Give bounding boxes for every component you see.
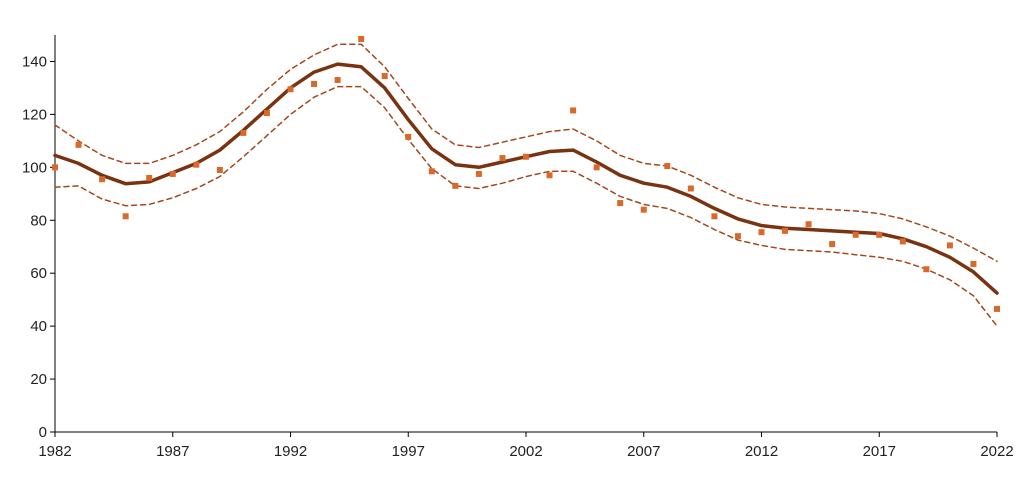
data-point	[664, 163, 671, 170]
data-point	[263, 110, 270, 117]
x-tick-label: 2017	[863, 443, 896, 460]
data-point	[876, 231, 883, 238]
data-point	[570, 107, 577, 114]
data-point	[216, 166, 223, 173]
data-point	[970, 260, 977, 267]
data-point	[452, 182, 459, 189]
data-point	[428, 168, 435, 175]
x-tick-label: 1997	[392, 443, 425, 460]
x-tick-label: 2022	[980, 443, 1013, 460]
data-point	[405, 133, 412, 140]
data-point	[617, 200, 624, 207]
data-point	[711, 213, 718, 220]
x-tick-label: 1992	[274, 443, 307, 460]
data-point	[169, 170, 176, 177]
data-point	[593, 164, 600, 171]
data-point	[546, 172, 553, 179]
data-point	[240, 129, 247, 136]
data-point	[358, 35, 365, 42]
y-ticks: 0 20 40 60 80 100 120 140	[22, 53, 55, 441]
y-tick-label: 80	[30, 212, 47, 229]
x-tick-label: 1987	[156, 443, 189, 460]
y-tick-label: 120	[22, 106, 47, 123]
data-point	[782, 227, 789, 234]
data-point	[523, 153, 529, 160]
y-tick-label: 100	[22, 159, 47, 176]
y-tick-label: 0	[39, 424, 47, 441]
data-point	[899, 238, 906, 245]
data-point	[829, 241, 836, 248]
data-point	[499, 155, 506, 162]
data-point	[334, 76, 341, 83]
y-tick-label: 140	[22, 53, 47, 70]
plot-points	[52, 35, 1000, 312]
data-point	[994, 305, 1000, 312]
x-tick-label: 2007	[627, 443, 660, 460]
x-ticks: 1982 1987 1992 1997 2002 2007 2012 2017 2022	[38, 432, 1014, 460]
data-point	[52, 164, 58, 171]
y-tick-label: 40	[30, 318, 47, 335]
y-tick-label: 60	[30, 265, 47, 282]
data-point	[758, 229, 765, 236]
data-point	[311, 80, 318, 87]
x-tick-label: 1982	[38, 443, 71, 460]
data-point	[75, 141, 82, 148]
trend-line	[53, 62, 999, 295]
data-point	[687, 185, 694, 192]
data-point	[475, 170, 482, 177]
plot-lines	[53, 43, 999, 327]
data-point	[923, 266, 930, 273]
data-point	[946, 242, 953, 249]
data-point	[146, 174, 153, 181]
upper-band-line	[54, 43, 998, 263]
data-point	[381, 73, 388, 80]
data-point	[852, 231, 859, 238]
data-point	[122, 213, 129, 220]
data-point	[287, 86, 294, 93]
data-point	[193, 161, 200, 168]
data-point	[734, 233, 741, 240]
data-point	[805, 221, 812, 228]
y-axis: 0 20 40 60 80 100 120 140	[22, 35, 56, 441]
x-axis: 1982 1987 1992 1997 2002 2007 2012 2017 2022	[38, 431, 1014, 460]
y-tick-label: 20	[30, 371, 47, 388]
data-point	[99, 176, 106, 183]
x-tick-label: 2012	[745, 443, 778, 460]
x-tick-label: 2002	[509, 443, 542, 460]
data-point	[640, 206, 647, 213]
lower-band-line	[54, 85, 998, 327]
